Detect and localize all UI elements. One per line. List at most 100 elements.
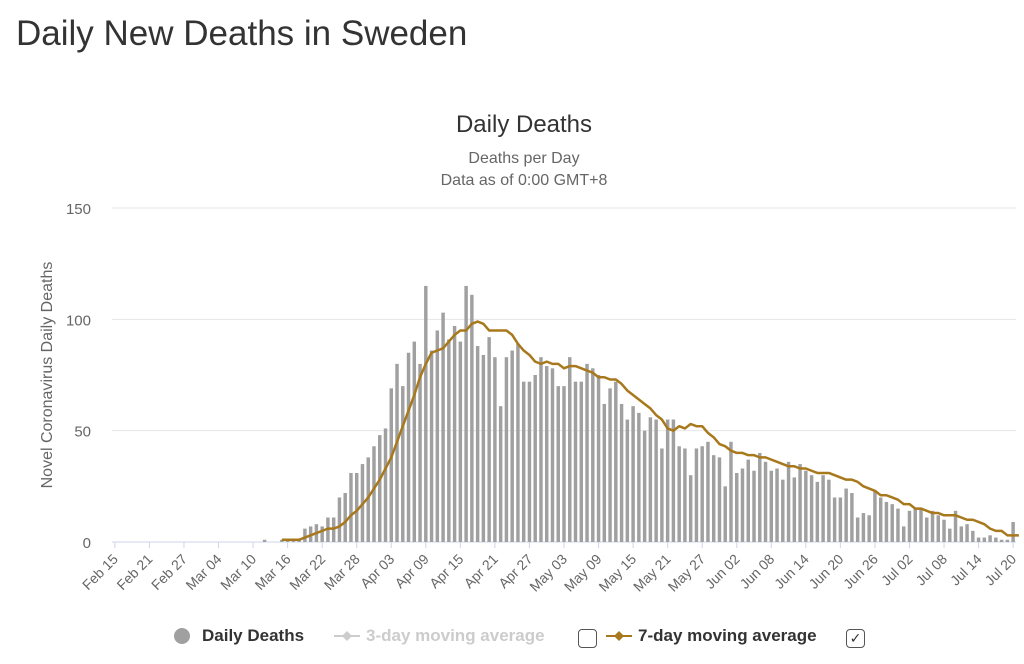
- bar[interactable]: [562, 386, 566, 542]
- bar[interactable]: [596, 375, 601, 542]
- bar[interactable]: [792, 477, 797, 542]
- bar[interactable]: [665, 419, 670, 542]
- bar[interactable]: [579, 381, 584, 542]
- bar[interactable]: [378, 435, 382, 542]
- bar[interactable]: [873, 490, 877, 542]
- bar[interactable]: [798, 464, 802, 542]
- bar[interactable]: [533, 375, 537, 542]
- checkbox-unchecked-icon[interactable]: [578, 629, 597, 648]
- bar[interactable]: [458, 341, 463, 542]
- bar[interactable]: [487, 337, 491, 542]
- bar[interactable]: [925, 517, 929, 542]
- bar[interactable]: [959, 526, 964, 542]
- bar[interactable]: [706, 441, 710, 542]
- bar[interactable]: [602, 403, 607, 542]
- bar[interactable]: [861, 513, 866, 542]
- bar[interactable]: [683, 448, 687, 542]
- bar[interactable]: [758, 452, 762, 542]
- bar[interactable]: [735, 472, 739, 542]
- bar[interactable]: [948, 528, 952, 542]
- bar[interactable]: [464, 285, 468, 542]
- bar[interactable]: [671, 419, 676, 542]
- bar[interactable]: [740, 468, 745, 542]
- bar[interactable]: [573, 381, 578, 542]
- bar[interactable]: [544, 366, 549, 542]
- bar[interactable]: [303, 528, 307, 542]
- bar[interactable]: [711, 455, 716, 542]
- bar[interactable]: [867, 515, 871, 542]
- bar[interactable]: [435, 330, 440, 542]
- bar[interactable]: [729, 441, 733, 542]
- bar[interactable]: [510, 350, 514, 542]
- bar[interactable]: [550, 368, 555, 542]
- legend-7day-ma[interactable]: 7-day moving average: [606, 626, 817, 646]
- bar[interactable]: [470, 294, 474, 542]
- bar[interactable]: [429, 350, 434, 542]
- bar[interactable]: [389, 388, 393, 542]
- bar[interactable]: [884, 501, 889, 542]
- bar[interactable]: [809, 475, 814, 542]
- bar[interactable]: [481, 354, 486, 542]
- checkbox-checked-icon[interactable]: ✓: [846, 629, 865, 648]
- bar[interactable]: [994, 537, 998, 542]
- bar[interactable]: [976, 537, 981, 542]
- bar[interactable]: [556, 386, 560, 542]
- bar[interactable]: [971, 530, 975, 542]
- bar[interactable]: [700, 446, 704, 542]
- bar[interactable]: [953, 510, 958, 542]
- bar[interactable]: [901, 526, 906, 542]
- bar[interactable]: [366, 457, 370, 542]
- bar[interactable]: [452, 326, 457, 542]
- bar[interactable]: [280, 539, 284, 542]
- bar[interactable]: [504, 357, 509, 542]
- bar[interactable]: [878, 497, 883, 542]
- bar[interactable]: [383, 428, 388, 542]
- bar[interactable]: [648, 417, 653, 542]
- bar[interactable]: [568, 357, 572, 542]
- legend-3day-ma[interactable]: 3-day moving average: [334, 626, 545, 646]
- bar[interactable]: [493, 357, 497, 542]
- bar[interactable]: [447, 339, 451, 542]
- bar[interactable]: [942, 519, 946, 542]
- bar[interactable]: [786, 461, 791, 542]
- bar[interactable]: [804, 470, 808, 542]
- bar[interactable]: [988, 535, 992, 542]
- bar[interactable]: [965, 524, 969, 542]
- bar[interactable]: [769, 470, 774, 542]
- bar[interactable]: [660, 448, 664, 542]
- bar[interactable]: [614, 381, 618, 542]
- bar[interactable]: [907, 510, 912, 542]
- bar[interactable]: [372, 446, 376, 542]
- bar[interactable]: [832, 497, 837, 542]
- bar[interactable]: [343, 493, 347, 542]
- bar[interactable]: [424, 285, 428, 542]
- bar[interactable]: [890, 504, 894, 542]
- bar[interactable]: [412, 341, 417, 542]
- bar[interactable]: [539, 357, 543, 542]
- bar[interactable]: [850, 493, 854, 542]
- bar[interactable]: [521, 381, 526, 542]
- bar[interactable]: [654, 419, 658, 542]
- bar[interactable]: [746, 459, 750, 542]
- bar[interactable]: [844, 488, 848, 542]
- bar[interactable]: [475, 346, 480, 542]
- bar[interactable]: [516, 343, 520, 542]
- bar[interactable]: [262, 539, 267, 542]
- bar[interactable]: [395, 363, 399, 542]
- bar[interactable]: [982, 537, 987, 542]
- bar[interactable]: [775, 468, 779, 542]
- bar[interactable]: [919, 508, 923, 542]
- bar[interactable]: [337, 497, 342, 542]
- bar[interactable]: [498, 406, 503, 542]
- bar[interactable]: [723, 486, 727, 542]
- bar[interactable]: [930, 510, 935, 542]
- bar[interactable]: [349, 472, 353, 542]
- bar[interactable]: [821, 475, 825, 542]
- bar[interactable]: [527, 381, 532, 542]
- bar[interactable]: [1011, 521, 1015, 542]
- bar[interactable]: [815, 481, 820, 542]
- bar[interactable]: [418, 363, 422, 542]
- bar[interactable]: [717, 457, 722, 542]
- ma7-line[interactable]: [281, 320, 1019, 542]
- bar[interactable]: [406, 352, 411, 542]
